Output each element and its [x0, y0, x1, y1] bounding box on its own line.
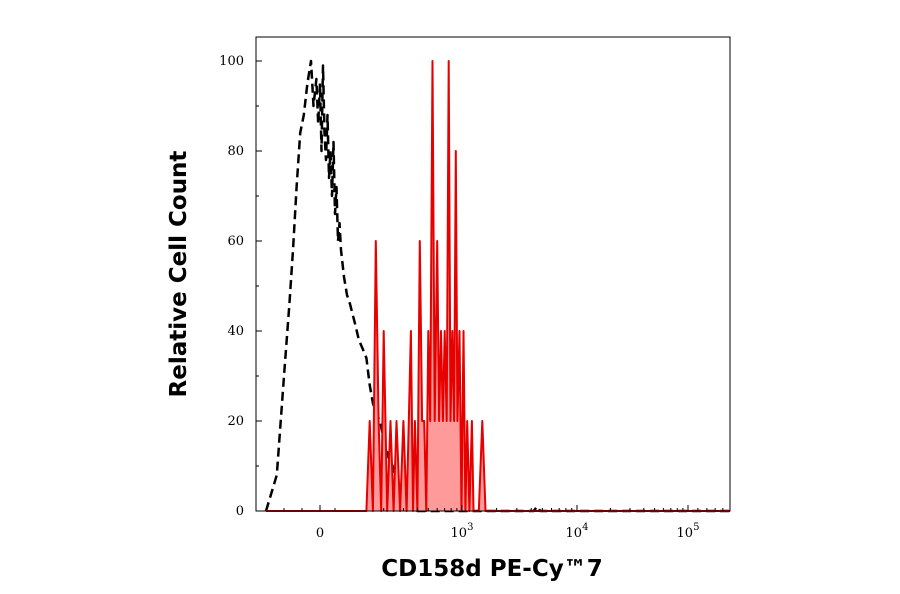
plot-frame: [255, 36, 731, 512]
y-tick-label-0: 0: [236, 504, 244, 519]
series-1-line: [264, 59, 730, 513]
series-2-fill: [266, 61, 730, 511]
y-tick-label-100: 100: [219, 54, 244, 69]
y-tick-label-80: 80: [227, 144, 244, 159]
series-2-line: [266, 60, 730, 512]
y-axis-title: Relative Cell Count: [166, 151, 192, 398]
y-tick-label-40: 40: [227, 324, 244, 339]
x-tick-label-100000: 105: [677, 522, 700, 541]
y-axis: 0 20 40 60 80 100: [219, 54, 262, 519]
x-axis-title: CD158d PE-Cy™7: [381, 556, 602, 582]
y-tick-label-60: 60: [227, 234, 244, 249]
x-tick-label-10000: 104: [566, 522, 589, 541]
y-tick-label-20: 20: [227, 414, 244, 429]
x-axis: 0 103 104 105: [283, 505, 724, 541]
x-tick-label-1000: 103: [451, 522, 474, 541]
plot-layer: [264, 59, 730, 513]
x-tick-label-0: 0: [316, 526, 324, 541]
